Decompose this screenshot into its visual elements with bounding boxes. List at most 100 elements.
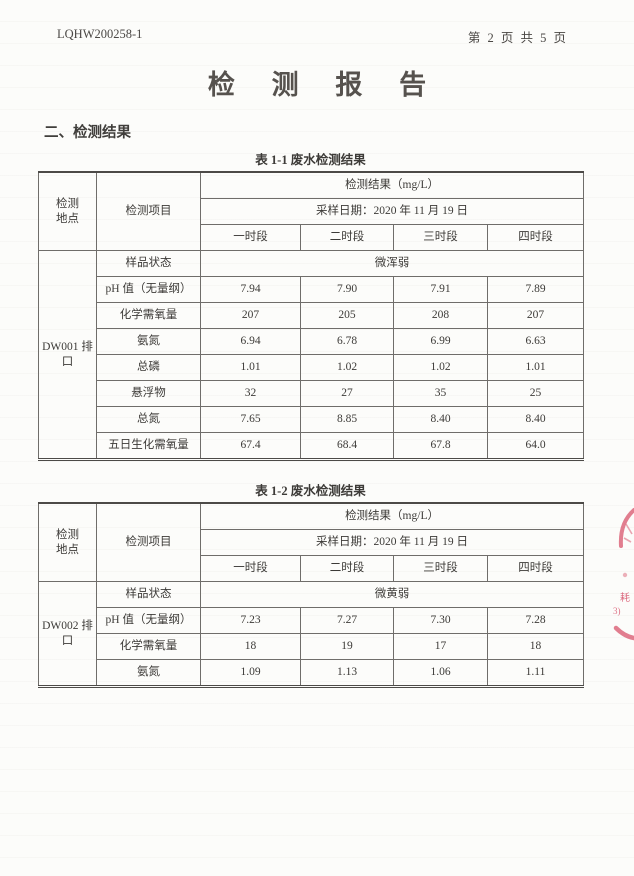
value-cell: 7.89 — [486, 276, 585, 303]
table-row: 总磷 1.01 1.02 1.02 1.01 — [39, 354, 585, 381]
value-cell: 1.09 — [200, 659, 301, 687]
table-row: 采样日期：2020 年 11 月 19 日 — [39, 529, 585, 556]
header-item-cell: 检测项目 — [96, 502, 201, 582]
header-sampling-date-cell: 采样日期：2020 年 11 月 19 日 — [199, 529, 585, 556]
table-1-2: 检测 地点 检测项目 检测结果（mg/L） 采样日期：2020 年 11 月 1… — [38, 502, 585, 688]
table-row: 氨氮 6.94 6.78 6.99 6.63 — [39, 328, 585, 355]
table-row: DW001 排口 样品状态 微浑弱 — [38, 250, 585, 460]
table2-caption: 表 1-2 废水检测结果 — [255, 484, 366, 498]
table-row: DW002 排口 样品状态 微黄弱 — [38, 581, 585, 687]
value-cell: 1.02 — [300, 354, 394, 381]
header-location-line1: 检测 — [56, 528, 79, 541]
value-cell: 1.01 — [486, 354, 585, 381]
table-row: 氨氮 1.09 1.13 1.06 1.11 — [39, 659, 585, 687]
value-cell: 7.23 — [200, 607, 301, 634]
value-cell: 68.4 — [300, 432, 394, 460]
table-row: 一时段 二时段 三时段 四时段 — [39, 555, 585, 582]
value-cell: 1.02 — [393, 354, 488, 381]
header-sampling-date-cell: 采样日期：2020 年 11 月 19 日 — [199, 198, 585, 225]
value-cell: 32 — [200, 380, 301, 407]
item-cell: 样品状态 — [96, 581, 201, 608]
header-location-line1: 检测 — [56, 197, 79, 210]
header-location-cell: 检测 地点 — [38, 502, 97, 582]
value-cell: 7.30 — [393, 607, 488, 634]
value-cell: 207 — [200, 302, 301, 329]
table-1-1: 检测 地点 检测项目 检测结果（mg/L） 采样日期：2020 年 11 月 1… — [38, 171, 585, 461]
table-row: 总氮 7.65 8.85 8.40 8.40 — [39, 406, 585, 433]
header-period-cell: 三时段 — [393, 224, 488, 251]
item-cell: 化学需氧量 — [96, 302, 201, 329]
header-period-cell: 四时段 — [486, 555, 585, 582]
header-result-cell: 检测结果（mg/L） — [199, 171, 585, 199]
value-cell: 7.27 — [300, 607, 394, 634]
value-cell: 18 — [200, 633, 301, 660]
value-cell: 8.85 — [300, 406, 394, 433]
page-header: LQHW200258-1 第 2 页 共 5 页 — [57, 27, 568, 46]
value-cell: 205 — [300, 302, 394, 329]
value-cell: 1.06 — [393, 659, 488, 687]
seal-text-fragment: 耗 — [620, 592, 630, 604]
value-cell: 19 — [300, 633, 394, 660]
page-indicator: 第 2 页 共 5 页 — [467, 31, 568, 45]
value-cell: 8.40 — [393, 406, 488, 433]
table1-caption: 表 1-1 废水检测结果 — [255, 153, 366, 167]
value-cell: 35 — [393, 380, 488, 407]
value-cell: 7.94 — [200, 276, 301, 303]
red-seal-fragment-icon: 耗 3) — [613, 508, 634, 641]
table-row: pH 值（无量纲） 7.94 7.90 7.91 7.89 — [39, 276, 585, 303]
item-cell: 化学需氧量 — [96, 633, 201, 660]
value-cell: 67.4 — [200, 432, 301, 460]
header-location-cell: 检测 地点 — [38, 171, 97, 251]
item-cell: 氨氮 — [96, 328, 201, 355]
item-cell: 总氮 — [96, 406, 201, 433]
header-period-cell: 二时段 — [300, 224, 394, 251]
value-cell: 7.28 — [486, 607, 585, 634]
item-cell: 五日生化需氧量 — [96, 432, 201, 460]
header-result-cell: 检测结果（mg/L） — [199, 502, 585, 530]
location-cell: DW002 排口 — [38, 581, 97, 687]
document-title: 检 测 报 告 — [207, 70, 442, 100]
value-cell: 208 — [393, 302, 488, 329]
header-period-cell: 二时段 — [300, 555, 394, 582]
item-cell: 悬浮物 — [96, 380, 201, 407]
item-cell: 氨氮 — [96, 659, 201, 687]
header-item-cell: 检测项目 — [96, 171, 201, 251]
header-location-line2: 地点 — [56, 543, 79, 556]
header-period-cell: 四时段 — [486, 224, 585, 251]
value-cell: 6.94 — [200, 328, 301, 355]
value-cell: 25 — [486, 380, 585, 407]
location-cell: DW001 排口 — [38, 250, 97, 460]
item-cell: pH 值（无量纲） — [96, 276, 201, 303]
table-row: 采样日期：2020 年 11 月 19 日 — [39, 198, 585, 225]
table-row: pH 值（无量纲） 7.23 7.27 7.30 7.28 — [39, 607, 585, 634]
header-period-cell: 一时段 — [200, 555, 301, 582]
header-period-cell: 三时段 — [393, 555, 488, 582]
item-cell: 样品状态 — [96, 250, 201, 277]
value-cell: 1.13 — [300, 659, 394, 687]
span-value-cell: 微黄弱 — [199, 581, 585, 608]
item-cell: 总磷 — [96, 354, 201, 381]
table-row: 化学需氧量 207 205 208 207 — [39, 302, 585, 329]
report-number: LQHW200258-1 — [57, 27, 143, 41]
value-cell: 64.0 — [486, 432, 585, 460]
value-cell: 207 — [486, 302, 585, 329]
value-cell: 27 — [300, 380, 394, 407]
table-row: 五日生化需氧量 67.4 68.4 67.8 64.0 — [39, 432, 585, 460]
value-cell: 8.40 — [486, 406, 585, 433]
value-cell: 67.8 — [393, 432, 488, 460]
header-location-line2: 地点 — [56, 212, 79, 225]
table-row: 检测 地点 检测项目 检测结果（mg/L） — [38, 171, 585, 251]
span-value-cell: 微浑弱 — [199, 250, 585, 277]
table-row: 悬浮物 32 27 35 25 — [39, 380, 585, 407]
table-row: 化学需氧量 18 19 17 18 — [39, 633, 585, 660]
table-row: 一时段 二时段 三时段 四时段 — [39, 224, 585, 251]
value-cell: 7.91 — [393, 276, 488, 303]
header-period-cell: 一时段 — [200, 224, 301, 251]
value-cell: 7.65 — [200, 406, 301, 433]
section-heading: 二、检测结果 — [44, 125, 131, 141]
value-cell: 6.63 — [486, 328, 585, 355]
value-cell: 1.01 — [200, 354, 301, 381]
table-row: 检测 地点 检测项目 检测结果（mg/L） — [38, 502, 585, 582]
value-cell: 6.99 — [393, 328, 488, 355]
